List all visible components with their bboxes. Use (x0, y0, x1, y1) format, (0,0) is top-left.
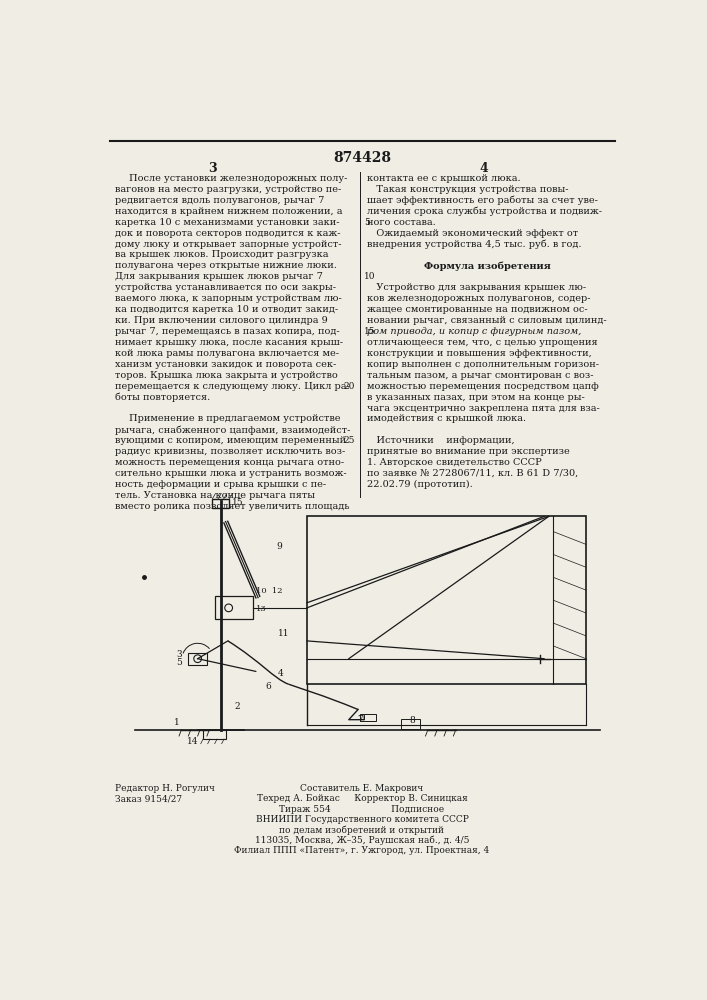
Text: 7: 7 (358, 715, 363, 724)
Text: Техред А. Бойкас     Корректор В. Синицкая: Техред А. Бойкас Корректор В. Синицкая (257, 794, 467, 803)
Text: 5: 5 (364, 218, 370, 227)
Text: 14: 14 (187, 737, 199, 746)
Text: торов. Крышка люка закрыта и устройство: торов. Крышка люка закрыта и устройство (115, 371, 337, 380)
Text: Для закрывания крышек люков рычаг 7: Для закрывания крышек люков рычаг 7 (115, 272, 322, 281)
Text: копир выполнен с дополнительным горизон-: копир выполнен с дополнительным горизон- (368, 360, 600, 369)
Text: имодействия с крышкой люка.: имодействия с крышкой люка. (368, 414, 527, 423)
Text: 10  12: 10 12 (256, 587, 282, 595)
Text: ность деформации и срыва крышки с пе-: ность деформации и срыва крышки с пе- (115, 480, 326, 489)
Text: 9: 9 (276, 542, 283, 551)
Text: Формула изобретения: Формула изобретения (423, 261, 551, 271)
Text: 5: 5 (176, 658, 182, 667)
Text: 1. Авторское свидетельство СССР: 1. Авторское свидетельство СССР (368, 458, 542, 467)
Text: ки. При включении силового цилиндра 9: ки. При включении силового цилиндра 9 (115, 316, 327, 325)
Text: личения срока службы устройства и подвиж-: личения срока службы устройства и подвиж… (368, 207, 602, 216)
Text: 1: 1 (174, 718, 180, 727)
FancyBboxPatch shape (361, 714, 376, 721)
Text: ханизм установки закидок и поворота сек-: ханизм установки закидок и поворота сек- (115, 360, 336, 369)
Text: принятые во внимание при экспертизе: принятые во внимание при экспертизе (368, 447, 570, 456)
Text: рычага, снабженного цапфами, взаимодейст-: рычага, снабженного цапфами, взаимодейст… (115, 425, 350, 435)
Text: дому люку и открывает запорные устройст-: дому люку и открывает запорные устройст- (115, 240, 341, 249)
Text: Источники    информации,: Источники информации, (368, 436, 515, 445)
Text: 11: 11 (278, 629, 289, 638)
Text: 10: 10 (364, 272, 376, 281)
Text: 4: 4 (279, 669, 284, 678)
Text: конструкции и повышения эффективности,: конструкции и повышения эффективности, (368, 349, 592, 358)
Text: перемещается к следующему люку. Цикл ра-: перемещается к следующему люку. Цикл ра- (115, 382, 349, 391)
Text: 2: 2 (234, 702, 240, 711)
Text: 15: 15 (232, 498, 243, 507)
Text: 8: 8 (409, 716, 415, 725)
Text: шает эффективность его работы за счет уве-: шает эффективность его работы за счет ув… (368, 196, 598, 205)
Text: ром привода, и копир с фигурным пазом,: ром привода, и копир с фигурным пазом, (368, 327, 582, 336)
Text: 113035, Москва, Ж–35, Раушская наб., д. 4/5: 113035, Москва, Ж–35, Раушская наб., д. … (255, 836, 469, 845)
Text: рычаг 7, перемещаясь в пазах копира, под-: рычаг 7, перемещаясь в пазах копира, под… (115, 327, 339, 336)
Text: 22.02.79 (прототип).: 22.02.79 (прототип). (368, 480, 473, 489)
Text: вместо ролика позволяет увеличить площадь: вместо ролика позволяет увеличить площад… (115, 502, 349, 511)
Text: 4: 4 (479, 162, 488, 175)
Text: 3: 3 (177, 650, 182, 659)
Text: каретка 10 с механизмами установки заки-: каретка 10 с механизмами установки заки- (115, 218, 339, 227)
Text: ваемого люка, к запорным устройствам лю-: ваемого люка, к запорным устройствам лю- (115, 294, 341, 303)
Text: ного состава.: ного состава. (368, 218, 436, 227)
Text: 13: 13 (256, 605, 267, 613)
Text: Заказ 9154/27: Заказ 9154/27 (115, 794, 182, 803)
FancyBboxPatch shape (215, 596, 253, 619)
Text: тальным пазом, а рычаг смонтирован с воз-: тальным пазом, а рычаг смонтирован с воз… (368, 371, 594, 380)
Text: вующими с копиром, имеющим переменный: вующими с копиром, имеющим переменный (115, 436, 346, 445)
Text: Устройство для закрывания крышек лю-: Устройство для закрывания крышек лю- (368, 283, 587, 292)
Text: нимает крышку люка, после касания крыш-: нимает крышку люка, после касания крыш- (115, 338, 343, 347)
FancyBboxPatch shape (212, 499, 230, 508)
Text: контакта ее с крышкой люка.: контакта ее с крышкой люка. (368, 174, 521, 183)
Text: 15: 15 (364, 327, 376, 336)
Text: 25: 25 (344, 436, 355, 445)
FancyBboxPatch shape (203, 730, 226, 739)
Text: в указанных пазах, при этом на конце ры-: в указанных пазах, при этом на конце ры- (368, 393, 585, 402)
Text: Такая конструкция устройства повы-: Такая конструкция устройства повы- (368, 185, 569, 194)
Text: Тираж 554                     Подписное: Тираж 554 Подписное (279, 805, 445, 814)
Text: ва крышек люков. Происходит разгрузка: ва крышек люков. Происходит разгрузка (115, 250, 328, 259)
FancyBboxPatch shape (188, 653, 207, 665)
Text: отличающееся тем, что, с целью упрощения: отличающееся тем, что, с целью упрощения (368, 338, 598, 347)
Text: 20: 20 (344, 382, 355, 391)
Text: 6: 6 (265, 682, 271, 691)
Text: находится в крайнем нижнем положении, а: находится в крайнем нижнем положении, а (115, 207, 342, 216)
Text: устройства устанавливается по оси закры-: устройства устанавливается по оси закры- (115, 283, 336, 292)
Text: Ожидаемый экономический эффект от: Ожидаемый экономический эффект от (368, 229, 578, 238)
Text: док и поворота секторов подводится к каж-: док и поворота секторов подводится к каж… (115, 229, 340, 238)
Text: жащее смонтированные на подвижном ос-: жащее смонтированные на подвижном ос- (368, 305, 588, 314)
Text: внедрения устройства 4,5 тыс. руб. в год.: внедрения устройства 4,5 тыс. руб. в год… (368, 240, 582, 249)
Text: можность перемещения конца рычага отно-: можность перемещения конца рычага отно- (115, 458, 344, 467)
Text: полувагона через открытые нижние люки.: полувагона через открытые нижние люки. (115, 261, 337, 270)
Text: 874428: 874428 (333, 151, 391, 165)
Text: Составитель Е. Макрович: Составитель Е. Макрович (300, 784, 423, 793)
Text: сительно крышки люка и устранить возмож-: сительно крышки люка и устранить возмож- (115, 469, 346, 478)
Text: Применение в предлагаемом устройстве: Применение в предлагаемом устройстве (129, 414, 340, 423)
Text: редвигается вдоль полувагонов, рычаг 7: редвигается вдоль полувагонов, рычаг 7 (115, 196, 324, 205)
Text: Филиал ППП «Патент», г. Ужгород, ул. Проектная, 4: Филиал ППП «Патент», г. Ужгород, ул. Про… (234, 846, 489, 855)
Text: Редактор Н. Рогулич: Редактор Н. Рогулич (115, 784, 215, 793)
Text: 3: 3 (208, 162, 216, 175)
Text: по делам изобретений и открытий: по делам изобретений и открытий (279, 825, 445, 835)
Text: После установки железнодорожных полу-: После установки железнодорожных полу- (129, 174, 347, 183)
Text: новании рычаг, связанный с силовым цилинд-: новании рычаг, связанный с силовым цилин… (368, 316, 607, 325)
Text: радиус кривизны, позволяет исключить воз-: радиус кривизны, позволяет исключить воз… (115, 447, 345, 456)
Text: кой люка рамы полувагона включается ме-: кой люка рамы полувагона включается ме- (115, 349, 339, 358)
Text: вагонов на место разгрузки, устройство пе-: вагонов на место разгрузки, устройство п… (115, 185, 341, 194)
Text: боты повторяется.: боты повторяется. (115, 393, 210, 402)
Text: ка подводится каретка 10 и отводит закид-: ка подводится каретка 10 и отводит закид… (115, 305, 338, 314)
Text: ков железнодорожных полувагонов, содер-: ков железнодорожных полувагонов, содер- (368, 294, 591, 303)
Text: ВНИИПИ Государственного комитета СССР: ВНИИПИ Государственного комитета СССР (255, 815, 469, 824)
Text: тель. Установка на конце рычага пяты: тель. Установка на конце рычага пяты (115, 491, 315, 500)
Text: чага эксцентрично закреплена пята для вза-: чага эксцентрично закреплена пята для вз… (368, 404, 600, 413)
Text: по заявке № 2728067/11, кл. В 61 D 7/30,: по заявке № 2728067/11, кл. В 61 D 7/30, (368, 469, 578, 478)
FancyBboxPatch shape (401, 719, 420, 729)
Text: можностью перемещения посредством цапф: можностью перемещения посредством цапф (368, 382, 599, 391)
